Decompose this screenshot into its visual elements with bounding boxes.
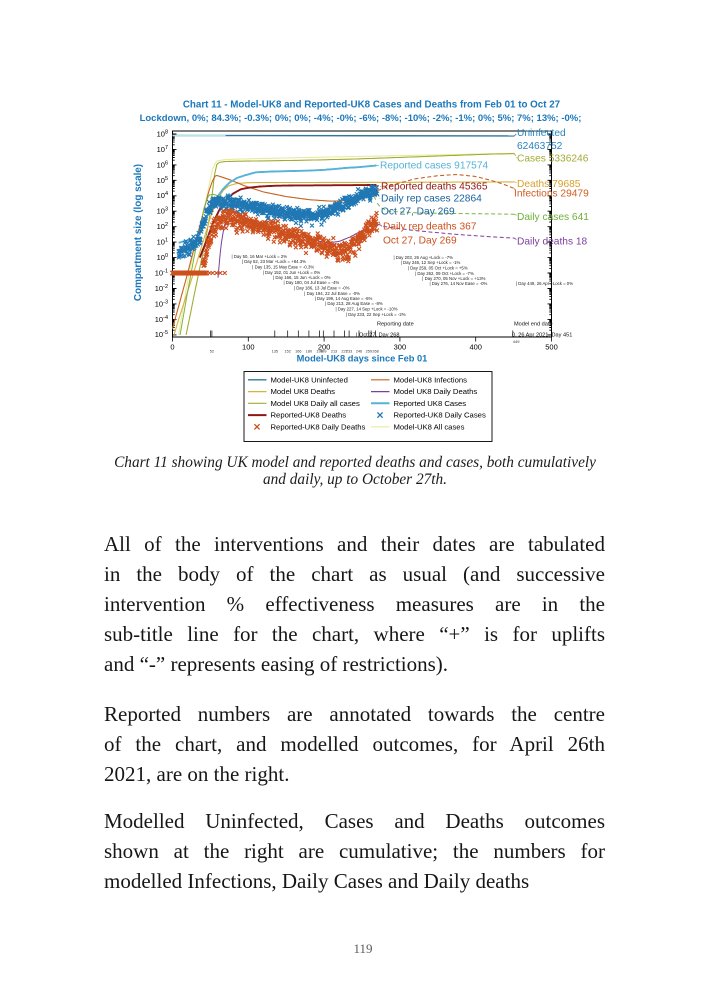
svg-text:107: 107 — [157, 145, 168, 154]
svg-text:| Day 50, 16 Mar +Lock = 2%: | Day 50, 16 Mar +Lock = 2% — [232, 254, 288, 259]
svg-text:Reported UK8 Cases: Reported UK8 Cases — [394, 399, 467, 408]
svg-text:10-2: 10-2 — [155, 284, 168, 293]
svg-text:135: 135 — [272, 350, 278, 354]
svg-text:106: 106 — [157, 160, 168, 169]
svg-text:300: 300 — [394, 343, 407, 352]
svg-text:103: 103 — [157, 207, 168, 216]
svg-text:| Day 199, 14 Aug Ease = -6%: | Day 199, 14 Aug Ease = -6% — [315, 296, 373, 301]
svg-text:105: 105 — [157, 176, 168, 185]
svg-text:104: 104 — [157, 191, 168, 200]
svg-text:Model-UK8 Uninfected: Model-UK8 Uninfected — [271, 375, 348, 384]
svg-text:Daily deaths 18: Daily deaths 18 — [517, 237, 588, 248]
svg-text:Model-UK8 days since Feb 01: Model-UK8 days since Feb 01 — [297, 354, 428, 364]
svg-text:Reporting date: Reporting date — [377, 322, 414, 328]
svg-text:Chart 11 - Model-UK8 and Repor: Chart 11 - Model-UK8 and Reported-UK8 Ca… — [183, 100, 561, 111]
svg-text:Oct 27, Day 269: Oct 27, Day 269 — [383, 236, 457, 247]
svg-text:100: 100 — [157, 253, 168, 262]
svg-text:| Day 449, 26 Apr +Lock = 0%: | Day 449, 26 Apr +Lock = 0% — [516, 281, 573, 286]
svg-text:259: 259 — [366, 350, 372, 354]
svg-text:246: 246 — [356, 350, 362, 354]
svg-text:Cases 5336246: Cases 5336246 — [517, 154, 589, 165]
svg-text:Reported deaths 45365: Reported deaths 45365 — [381, 182, 488, 193]
svg-text:Infections 29479: Infections 29479 — [514, 189, 589, 200]
svg-text:227: 227 — [341, 350, 347, 354]
svg-text:Oct 27, Day 269: Oct 27, Day 269 — [381, 207, 455, 218]
svg-text:| Day 227, 14 Sep +Lock = -10%: | Day 227, 14 Sep +Lock = -10% — [336, 307, 398, 312]
svg-text:| Day 152, 01 Jun +Lock = 0%: | Day 152, 01 Jun +Lock = 0% — [263, 270, 321, 275]
svg-text:| Day 276, 14 Nov Ease = -0%: | Day 276, 14 Nov Ease = -0% — [430, 281, 488, 286]
svg-text:Compartment size (log scale): Compartment size (log scale) — [133, 164, 144, 301]
svg-text:Lockdown, 0%; 84.3%; -0.3%; 0%: Lockdown, 0%; 84.3%; -0.3%; 0%; 0%; -4%;… — [140, 113, 582, 124]
svg-text:Model UK8 Daily all cases: Model UK8 Daily all cases — [271, 399, 360, 408]
svg-text:Model end date: Model end date — [514, 322, 553, 328]
svg-text:Reported cases 917574: Reported cases 917574 — [380, 161, 489, 172]
svg-text:Reported-UK8 Daily Deaths: Reported-UK8 Daily Deaths — [271, 422, 366, 431]
svg-text:449: 449 — [513, 339, 520, 344]
svg-text:10-1: 10-1 — [155, 268, 168, 277]
svg-text:Model UK8 Daily Deaths: Model UK8 Daily Deaths — [394, 387, 478, 396]
svg-text:268: 268 — [372, 350, 378, 354]
svg-text:| Day 203, 26 Aug +Lock = -7%: | Day 203, 26 Aug +Lock = -7% — [394, 255, 454, 260]
svg-text:102: 102 — [157, 222, 168, 231]
svg-text:Reported-UK8 Daily Cases: Reported-UK8 Daily Cases — [394, 411, 486, 420]
svg-text:Daily cases 641: Daily cases 641 — [517, 212, 589, 223]
svg-text:| Day 194, 22 Jul Ease = -0%: | Day 194, 22 Jul Ease = -0% — [304, 291, 360, 296]
svg-text:| Day 262, 09 Oct +Lock = -7%: | Day 262, 09 Oct +Lock = -7% — [415, 271, 474, 276]
svg-text:108: 108 — [157, 129, 168, 138]
svg-text:152: 152 — [285, 350, 291, 354]
svg-text:Model-UK8 All cases: Model-UK8 All cases — [394, 422, 465, 431]
svg-text:400: 400 — [469, 343, 482, 352]
svg-text:| Day 166, 15 Jun +Lock = 0%: | Day 166, 15 Jun +Lock = 0% — [273, 275, 331, 280]
svg-text:10-3: 10-3 — [155, 299, 168, 308]
svg-text:| Day 186, 13 Jul Ease = -0%: | Day 186, 13 Jul Ease = -0% — [294, 286, 350, 291]
svg-text:Daily rep cases 22864: Daily rep cases 22864 — [381, 194, 482, 205]
svg-text:| Day 135, 15 May Ease = -0.3%: | Day 135, 15 May Ease = -0.3% — [252, 265, 314, 270]
svg-text:101: 101 — [157, 238, 168, 247]
svg-text:Deaths 79685: Deaths 79685 — [517, 179, 581, 190]
svg-text:194: 194 — [316, 350, 322, 354]
svg-text:Model-UK8 Infections: Model-UK8 Infections — [394, 375, 468, 384]
svg-text:10-4: 10-4 — [155, 315, 168, 324]
svg-text:Daily rep deaths 367: Daily rep deaths 367 — [383, 222, 477, 233]
svg-text:166: 166 — [295, 350, 301, 354]
svg-text:| Day 52, 23 Mar +Lock = +84.3: | Day 52, 23 Mar +Lock = +84.3% — [242, 259, 306, 264]
svg-text:Uninfected: Uninfected — [517, 128, 566, 139]
svg-text:500: 500 — [545, 343, 558, 352]
svg-text:Reported-UK8 Deaths: Reported-UK8 Deaths — [271, 411, 347, 420]
svg-text:| Day 259, 05 Oct +Lock = +5%: | Day 259, 05 Oct +Lock = +5% — [408, 266, 468, 271]
svg-text:180: 180 — [306, 350, 312, 354]
svg-text:200: 200 — [318, 343, 331, 352]
svg-text:Model UK8 Deaths: Model UK8 Deaths — [271, 387, 336, 396]
svg-text:0, 26 Apr 2021, Day 451: 0, 26 Apr 2021, Day 451 — [512, 333, 572, 339]
svg-text:0: 0 — [170, 343, 174, 352]
svg-text:| Day 213, 28 Aug Ease = -8%: | Day 213, 28 Aug Ease = -8% — [325, 301, 383, 306]
svg-text:| Day 270, 05 Nov +Lock = +13%: | Day 270, 05 Nov +Lock = +13% — [422, 276, 485, 281]
svg-text:52: 52 — [210, 350, 214, 354]
svg-text:| Oct 27, Day 268: | Oct 27, Day 268 — [356, 333, 399, 339]
svg-text:100: 100 — [242, 343, 255, 352]
svg-text:10-5: 10-5 — [155, 330, 168, 339]
svg-text:233: 233 — [346, 350, 352, 354]
svg-text:| Day 233, 22 Sep +Lock = -2%: | Day 233, 22 Sep +Lock = -2% — [346, 312, 406, 317]
svg-text:| Day 246, 12 Sep +Lock = -1%: | Day 246, 12 Sep +Lock = -1% — [401, 260, 461, 265]
svg-text:62463752: 62463752 — [517, 141, 563, 152]
svg-text:213: 213 — [331, 350, 337, 354]
svg-text:199: 199 — [320, 350, 326, 354]
svg-text:| Day 180, 04 Jul Ease = -4%: | Day 180, 04 Jul Ease = -4% — [284, 280, 340, 285]
